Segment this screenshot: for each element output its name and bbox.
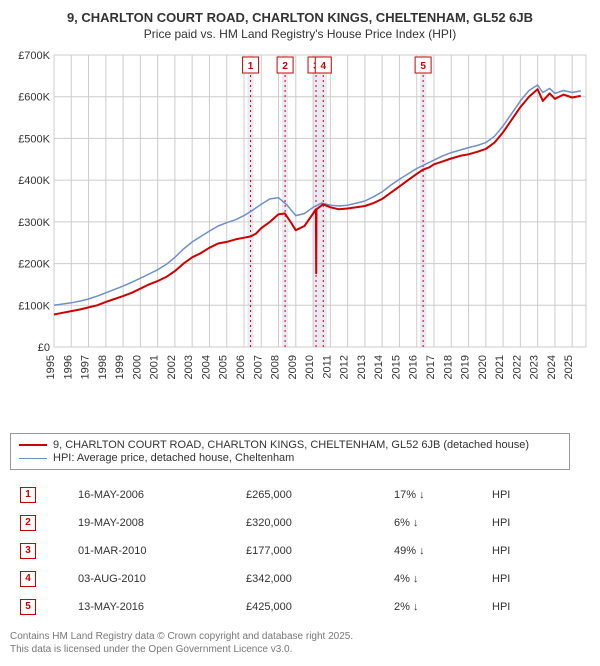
svg-text:2006: 2006 [235, 355, 247, 379]
legend-label: 9, CHARLTON COURT ROAD, CHARLTON KINGS, … [53, 439, 529, 451]
svg-text:£300K: £300K [18, 217, 50, 229]
event-marker: 1 [12, 482, 68, 508]
event-hpi: HPI [484, 594, 568, 620]
svg-text:£0: £0 [38, 342, 50, 354]
events-table: 116-MAY-2006£265,00017% ↓HPI219-MAY-2008… [10, 480, 570, 622]
event-row: 1 16-MAY-2006£265,00017% ↓HPI [12, 482, 568, 508]
event-marker-box: 3 [20, 543, 36, 559]
svg-text:1: 1 [248, 61, 254, 72]
event-date: 19-MAY-2008 [70, 510, 236, 536]
svg-text:2008: 2008 [270, 355, 282, 379]
svg-text:2: 2 [282, 61, 288, 72]
event-marker-box: 1 [20, 487, 36, 503]
svg-text:2017: 2017 [425, 355, 437, 379]
svg-text:2024: 2024 [546, 355, 558, 379]
svg-text:2003: 2003 [183, 355, 195, 379]
event-date: 01-MAR-2010 [70, 538, 236, 564]
chart-title-line2: Price paid vs. HM Land Registry's House … [10, 27, 590, 41]
svg-text:4: 4 [321, 61, 327, 72]
event-marker: 3 [12, 538, 68, 564]
svg-text:£700K: £700K [18, 50, 50, 62]
event-row: 3 01-MAR-2010£177,00049% ↓HPI [12, 538, 568, 564]
event-marker-box: 4 [20, 571, 36, 587]
svg-text:1995: 1995 [45, 355, 57, 379]
event-price: £425,000 [238, 594, 384, 620]
event-row: 4 03-AUG-2010£342,0004% ↓HPI [12, 566, 568, 592]
svg-text:2022: 2022 [511, 355, 523, 379]
footer-attribution: Contains HM Land Registry data © Crown c… [10, 630, 590, 656]
event-date: 03-AUG-2010 [70, 566, 236, 592]
event-hpi: HPI [484, 566, 568, 592]
event-hpi: HPI [484, 538, 568, 564]
svg-text:2000: 2000 [131, 355, 143, 379]
legend: 9, CHARLTON COURT ROAD, CHARLTON KINGS, … [10, 433, 570, 470]
event-price: £320,000 [238, 510, 384, 536]
svg-text:£100K: £100K [18, 300, 50, 312]
svg-text:2007: 2007 [252, 355, 264, 379]
chart-area: £0 £100K £200K £300K £400K £500K £600K £700K 199… [10, 47, 590, 427]
event-row: 5 13-MAY-2016£425,0002% ↓HPI [12, 594, 568, 620]
svg-text:1996: 1996 [62, 355, 74, 379]
svg-text:2009: 2009 [287, 355, 299, 379]
event-price: £265,000 [238, 482, 384, 508]
svg-text:£500K: £500K [18, 133, 50, 145]
svg-text:2012: 2012 [339, 355, 351, 379]
legend-row: 9, CHARLTON COURT ROAD, CHARLTON KINGS, … [19, 439, 561, 451]
chart-title-line1: 9, CHARLTON COURT ROAD, CHARLTON KINGS, … [10, 10, 590, 25]
svg-text:2019: 2019 [460, 355, 472, 379]
event-marker: 2 [12, 510, 68, 536]
footer-line1: Contains HM Land Registry data © Crown c… [10, 630, 590, 643]
svg-text:£200K: £200K [18, 259, 50, 271]
svg-text:2025: 2025 [563, 355, 575, 379]
svg-text:2005: 2005 [218, 355, 230, 379]
svg-text:2016: 2016 [408, 355, 420, 379]
svg-text:£600K: £600K [18, 92, 50, 104]
event-row: 2 19-MAY-2008£320,0006% ↓HPI [12, 510, 568, 536]
event-date: 13-MAY-2016 [70, 594, 236, 620]
event-hpi: HPI [484, 482, 568, 508]
event-price: £177,000 [238, 538, 384, 564]
svg-text:2014: 2014 [373, 355, 385, 379]
svg-text:2004: 2004 [200, 355, 212, 379]
svg-text:5: 5 [420, 61, 426, 72]
svg-text:1997: 1997 [80, 355, 92, 379]
event-pct: 49% ↓ [386, 538, 482, 564]
svg-text:2021: 2021 [494, 355, 506, 379]
event-marker-box: 5 [20, 599, 36, 615]
event-pct: 4% ↓ [386, 566, 482, 592]
svg-text:£400K: £400K [18, 175, 50, 187]
event-pct: 17% ↓ [386, 482, 482, 508]
svg-text:2018: 2018 [442, 355, 454, 379]
svg-text:1999: 1999 [114, 355, 126, 379]
event-pct: 2% ↓ [386, 594, 482, 620]
svg-text:2020: 2020 [477, 355, 489, 379]
svg-text:2015: 2015 [390, 355, 402, 379]
legend-row: HPI: Average price, detached house, Chel… [19, 452, 561, 464]
line-chart-svg: £0 £100K £200K £300K £400K £500K £600K £700K 199… [10, 47, 590, 427]
svg-text:1998: 1998 [97, 355, 109, 379]
event-price: £342,000 [238, 566, 384, 592]
svg-text:2002: 2002 [166, 355, 178, 379]
svg-text:2023: 2023 [529, 355, 541, 379]
event-date: 16-MAY-2006 [70, 482, 236, 508]
event-marker: 4 [12, 566, 68, 592]
svg-text:2011: 2011 [321, 355, 333, 379]
event-marker-box: 2 [20, 515, 36, 531]
legend-swatch [19, 444, 47, 446]
svg-text:2013: 2013 [356, 355, 368, 379]
legend-label: HPI: Average price, detached house, Chel… [53, 452, 294, 464]
event-hpi: HPI [484, 510, 568, 536]
event-pct: 6% ↓ [386, 510, 482, 536]
svg-text:2010: 2010 [304, 355, 316, 379]
svg-text:2001: 2001 [149, 355, 161, 379]
event-marker: 5 [12, 594, 68, 620]
legend-swatch [19, 458, 47, 459]
chart-title-block: 9, CHARLTON COURT ROAD, CHARLTON KINGS, … [10, 10, 590, 41]
